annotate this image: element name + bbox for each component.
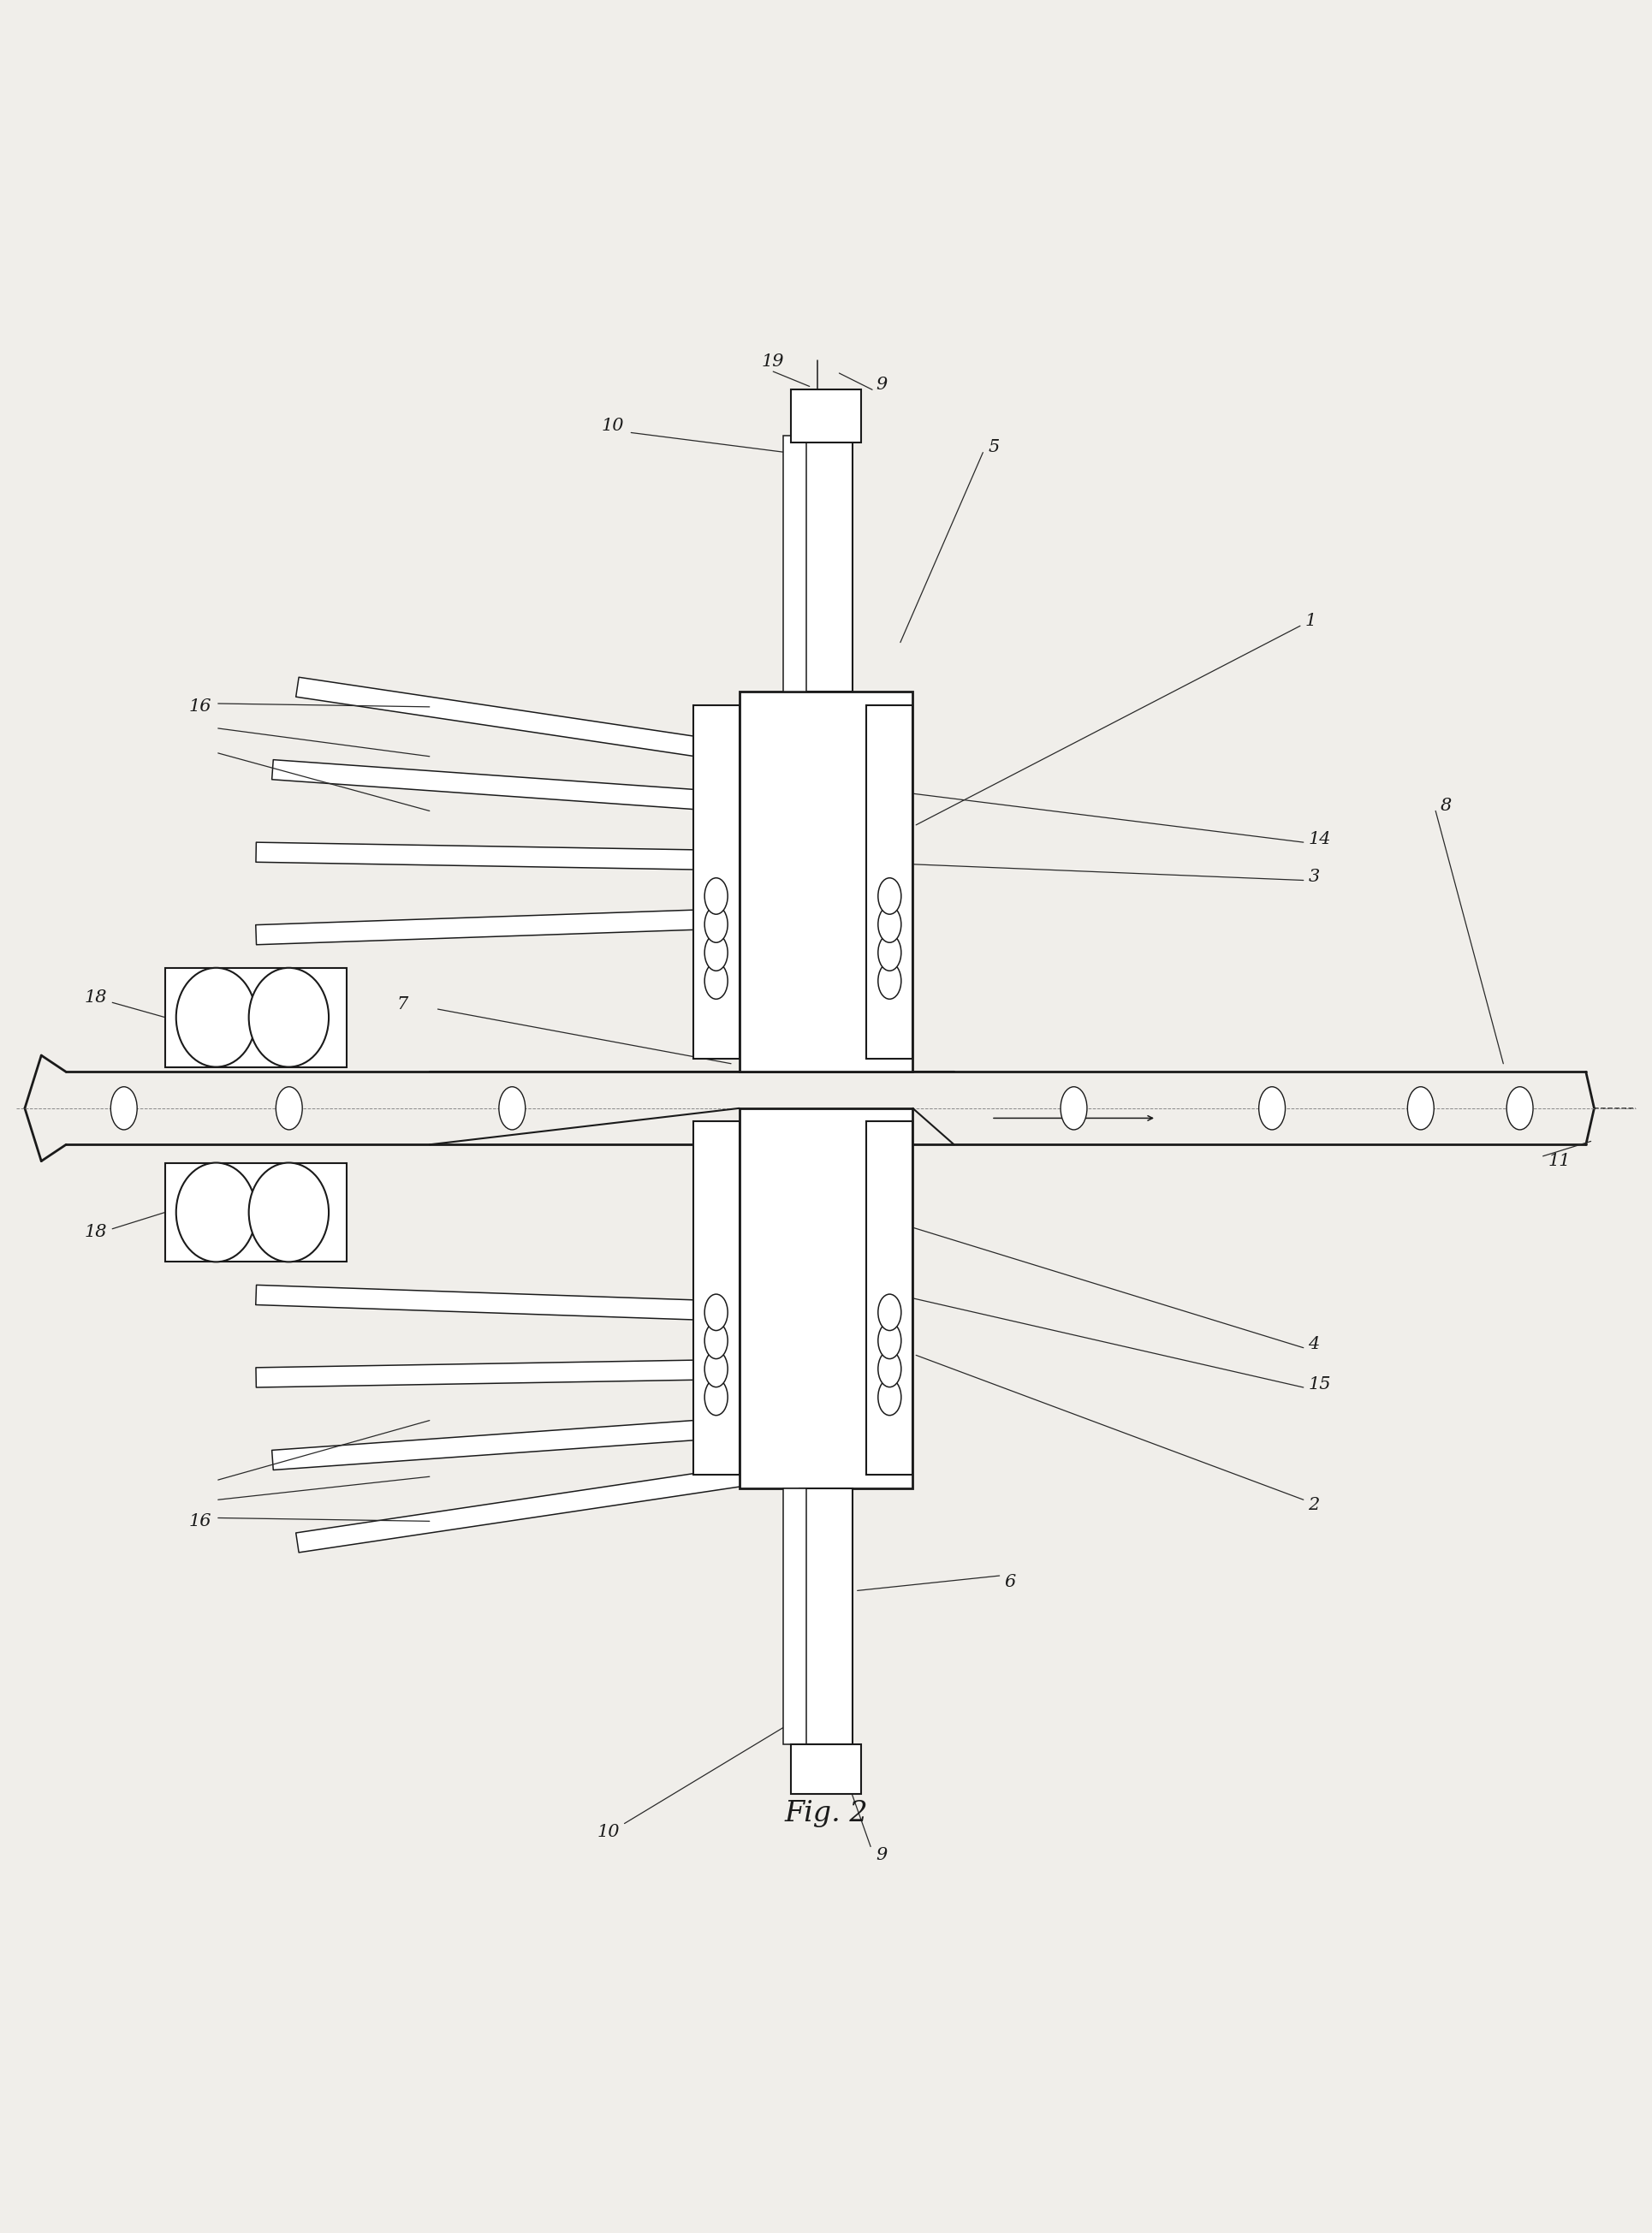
Ellipse shape [499,1087,525,1130]
Ellipse shape [879,907,902,942]
Bar [694,706,740,1058]
Ellipse shape [1507,1087,1533,1130]
Text: Fig. 2: Fig. 2 [785,1800,867,1827]
Text: 15: 15 [1308,1376,1332,1391]
Polygon shape [273,1418,740,1469]
Polygon shape [256,1284,740,1322]
Text: 6: 6 [1004,1574,1016,1590]
Ellipse shape [249,967,329,1067]
Text: 16: 16 [188,1514,211,1530]
Bar [800,1487,852,1744]
Text: 5: 5 [988,440,999,456]
Bar [165,1163,347,1262]
Text: 10: 10 [596,1824,620,1840]
Polygon shape [296,677,742,764]
Text: 2: 2 [1308,1496,1320,1512]
Bar [740,692,912,1072]
Text: 10: 10 [601,418,624,433]
Bar [866,706,912,1058]
Ellipse shape [879,933,902,971]
Polygon shape [296,1467,742,1552]
Ellipse shape [879,1295,902,1331]
Polygon shape [256,1360,740,1387]
Text: 3: 3 [1308,869,1320,884]
Ellipse shape [704,1351,727,1387]
Bar [791,391,861,442]
Ellipse shape [249,1163,329,1262]
Text: 11: 11 [1548,1152,1571,1170]
Text: 18: 18 [84,1224,107,1239]
Text: 16: 16 [188,699,211,715]
Text: 8: 8 [1441,797,1452,815]
Ellipse shape [177,1163,256,1262]
Bar [791,1744,861,1793]
Bar [740,1108,912,1487]
Ellipse shape [1408,1087,1434,1130]
Ellipse shape [276,1087,302,1130]
Text: 9: 9 [876,1847,887,1862]
Text: 4: 4 [1308,1335,1320,1353]
Text: 18: 18 [84,989,107,1005]
Ellipse shape [704,1295,727,1331]
Ellipse shape [879,1380,902,1416]
Ellipse shape [177,967,256,1067]
Polygon shape [256,909,740,945]
Ellipse shape [879,1322,902,1360]
Ellipse shape [1061,1087,1087,1130]
Bar [165,967,347,1067]
Bar [783,1487,806,1744]
Polygon shape [256,842,740,871]
Ellipse shape [704,933,727,971]
Bar [800,435,852,692]
Polygon shape [273,759,740,813]
Bar [694,1121,740,1476]
Text: 14: 14 [1308,831,1332,846]
Bar [783,435,806,692]
Text: 19: 19 [762,353,785,371]
Ellipse shape [704,878,727,913]
Text: 7: 7 [396,996,408,1012]
Ellipse shape [704,907,727,942]
Ellipse shape [111,1087,137,1130]
Ellipse shape [704,962,727,998]
Text: 9: 9 [876,377,887,393]
Ellipse shape [704,1380,727,1416]
Ellipse shape [879,962,902,998]
Bar [866,1121,912,1476]
Ellipse shape [879,1351,902,1387]
Text: 1: 1 [1305,612,1317,630]
Ellipse shape [1259,1087,1285,1130]
Ellipse shape [879,878,902,913]
Ellipse shape [704,1322,727,1360]
